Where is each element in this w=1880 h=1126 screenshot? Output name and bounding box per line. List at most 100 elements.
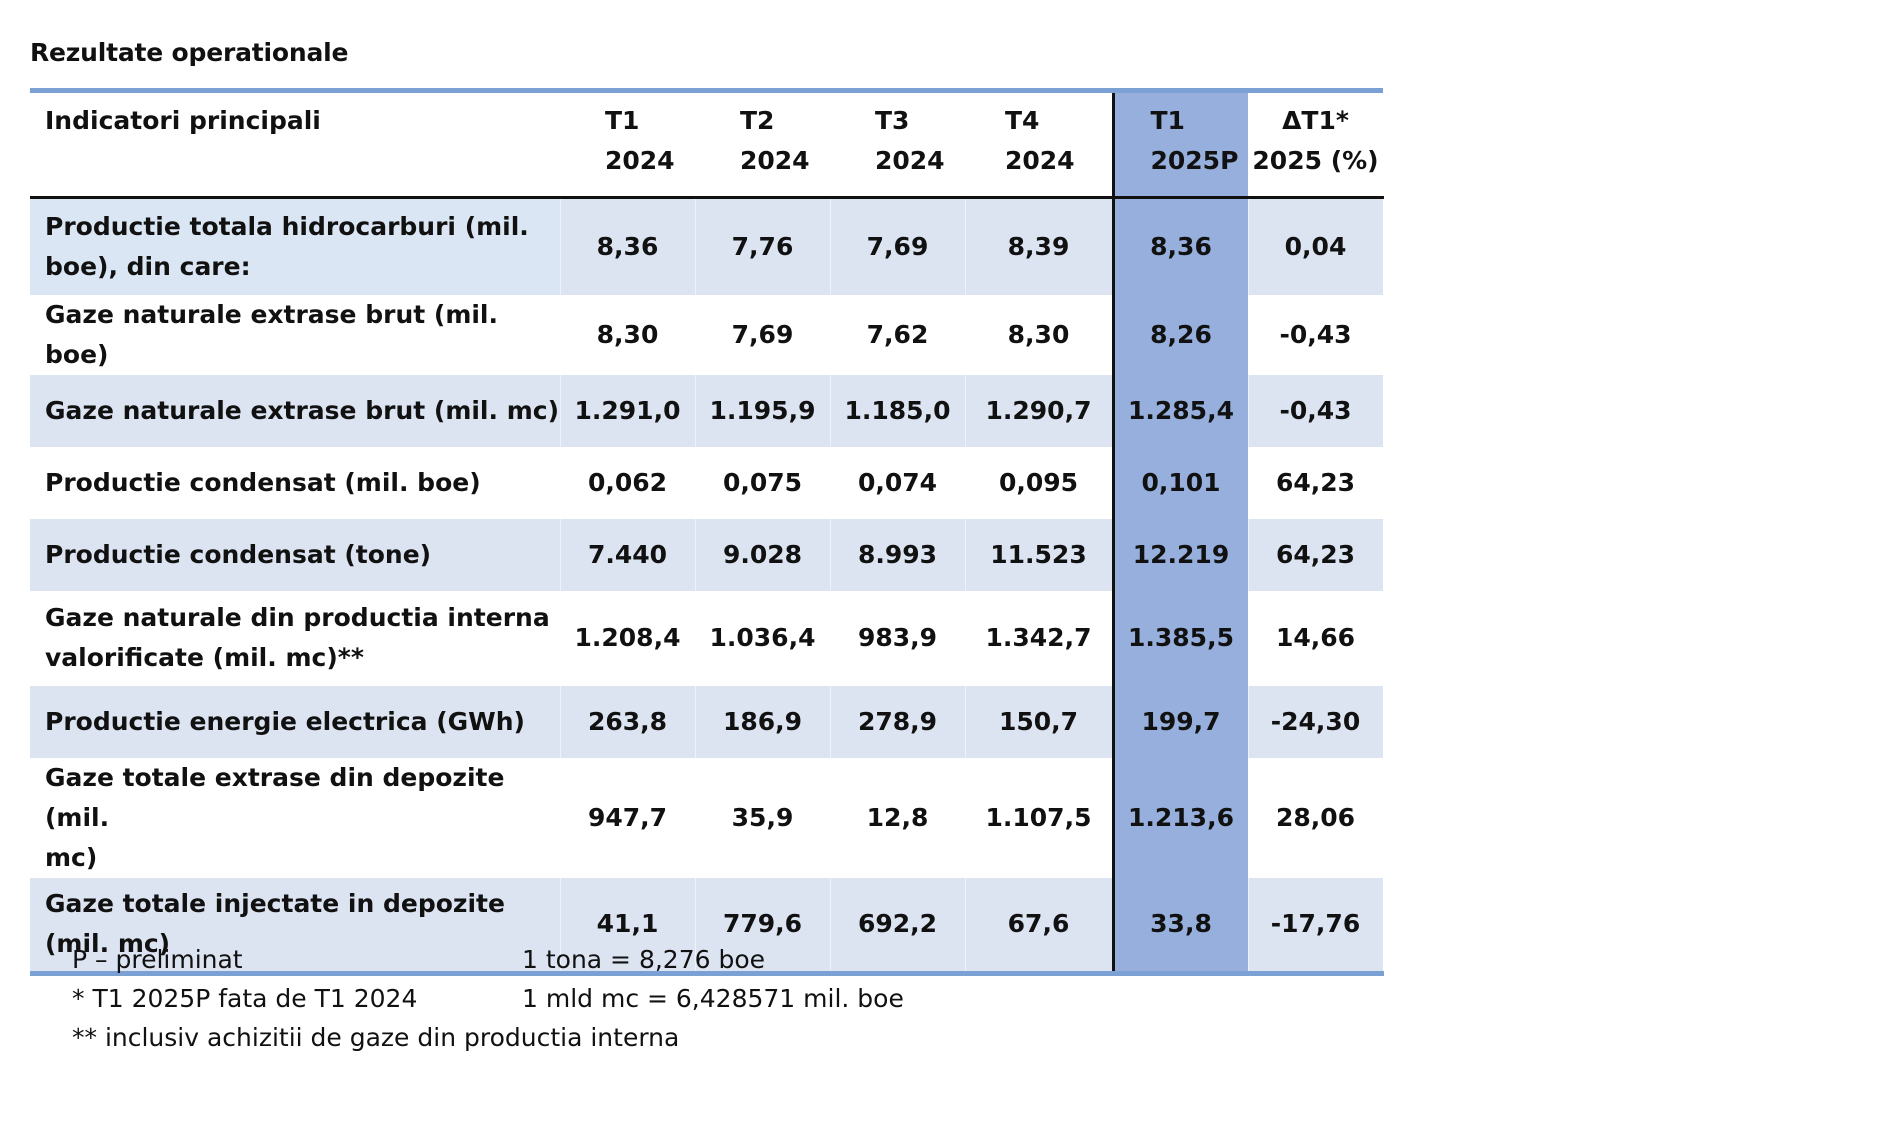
cell-value: 7.440 — [560, 518, 696, 591]
header-col-t3-2024: T3 2024 — [830, 88, 965, 199]
header-line1: T1 — [1150, 106, 1185, 135]
cell-value: 9.028 — [695, 518, 831, 591]
row-label-line1: Gaze naturale extrase brut (mil. mc) — [45, 395, 560, 425]
cell-value: 0,095 — [965, 446, 1114, 519]
header-line2: 2024 — [605, 146, 675, 175]
row-label-line1: Productie totala hidrocarburi (mil. — [45, 211, 529, 241]
row-label: Gaze naturale extrase brut (mil. boe) — [30, 294, 561, 375]
cell-value: 1.036,4 — [695, 590, 831, 686]
cell-value-delta: -24,30 — [1248, 685, 1384, 758]
header-col-t4-2024: T4 2024 — [965, 88, 1113, 199]
header-line1: T2 — [740, 106, 775, 135]
operational-results-table: Indicatori principali T1 2024 T2 2024 T3 20… — [30, 88, 1384, 976]
cell-value: 186,9 — [695, 685, 831, 758]
cell-value-delta: 64,23 — [1248, 446, 1384, 519]
cell-value: 1.185,0 — [830, 374, 966, 447]
footnotes: P – preliminat 1 tona = 8,276 boe * T1 2… — [72, 940, 904, 1057]
cell-value: 7,76 — [695, 197, 831, 295]
row-label: Productie totala hidrocarburi (mil. boe),… — [30, 197, 561, 295]
row-label-line1: Gaze naturale extrase brut (mil. boe) — [45, 299, 499, 369]
row-label-line1: Gaze totale injectate in depozite — [45, 889, 505, 919]
cell-value: 7,69 — [830, 197, 966, 295]
row-label: Gaze totale injectate in depozite (mil. m… — [30, 877, 561, 976]
footnote-achizitii: ** inclusiv achizitii de gaze din produc… — [72, 1023, 680, 1052]
cell-value-delta: 64,23 — [1248, 518, 1384, 591]
row-label: Productie energie electrica (GWh) — [30, 685, 561, 758]
row-label-line1: Gaze naturale din productia interna — [45, 603, 550, 632]
footnote-row: P – preliminat 1 tona = 8,276 boe — [72, 940, 904, 979]
cell-value-delta: -0,43 — [1248, 374, 1384, 447]
footnote-conversion-tona: 1 tona = 8,276 boe — [522, 945, 766, 974]
header-line1: T1 — [605, 106, 640, 135]
cell-value-delta: -0,43 — [1248, 294, 1384, 375]
row-label: Productie condensat (mil. boe) — [30, 446, 561, 519]
cell-value-highlight: 1.285,4 — [1111, 374, 1249, 447]
row-label-line2: (mil. mc) — [45, 929, 171, 959]
cell-value-highlight: 0,101 — [1111, 446, 1249, 519]
cell-value: 1.107,5 — [965, 757, 1114, 878]
table-row: Gaze naturale extrase brut (mil. mc) 1.2… — [30, 374, 1384, 447]
cell-value: 0,074 — [830, 446, 966, 519]
table-row: Productie totala hidrocarburi (mil. boe),… — [30, 197, 1384, 295]
header-line2: 2024 — [875, 146, 945, 175]
row-label: Gaze naturale extrase brut (mil. mc) — [30, 374, 561, 447]
header-col-t2-2024: T2 2024 — [695, 88, 830, 199]
table-row: Productie condensat (mil. boe) 0,062 0,0… — [30, 446, 1384, 519]
cell-value: 983,9 — [830, 590, 966, 686]
row-label-line2: boe), din care: — [45, 251, 251, 281]
table-row: Gaze totale extrase din depozite (mil. mc… — [30, 757, 1384, 878]
cell-value: 0,075 — [695, 446, 831, 519]
row-label-line2: mc) — [45, 842, 98, 872]
cell-value: 0,062 — [560, 446, 696, 519]
cell-value: 12,8 — [830, 757, 966, 878]
cell-value: 692,2 — [830, 877, 966, 976]
cell-value-delta: 28,06 — [1248, 757, 1384, 878]
header-line2: 2025 (%) — [1252, 146, 1379, 175]
table-row: Gaze totale injectate in depozite (mil. m… — [30, 877, 1384, 976]
header-line1: T4 — [1005, 106, 1040, 135]
cell-value: 278,9 — [830, 685, 966, 758]
header-line1: ΔT1* — [1282, 106, 1349, 135]
table-row: Gaze naturale extrase brut (mil. boe) 8,… — [30, 294, 1384, 375]
header-line2: 2024 — [1005, 146, 1075, 175]
footnote-preliminat: P – preliminat — [72, 945, 243, 974]
cell-value-highlight: 199,7 — [1111, 685, 1249, 758]
header-line2: 2024 — [740, 146, 810, 175]
cell-value: 8,30 — [560, 294, 696, 375]
cell-value: 8,30 — [965, 294, 1114, 375]
cell-value: 8.993 — [830, 518, 966, 591]
cell-value: 1.208,4 — [560, 590, 696, 686]
header-line2: 2025P — [1150, 146, 1239, 175]
header-indicator: Indicatori principali — [30, 88, 560, 199]
row-label-line1: Productie energie electrica (GWh) — [45, 706, 525, 736]
cell-value: 41,1 — [560, 877, 696, 976]
cell-value-highlight: 12.219 — [1111, 518, 1249, 591]
cell-value-delta: 14,66 — [1248, 590, 1384, 686]
section-title: Rezultate operationale — [30, 38, 349, 67]
cell-value: 779,6 — [695, 877, 831, 976]
cell-value: 11.523 — [965, 518, 1114, 591]
footnote-row: * T1 2025P fata de T1 2024 1 mld mc = 6,… — [72, 979, 904, 1018]
header-col-delta: ΔT1* 2025 (%) — [1248, 88, 1383, 199]
table-row: Productie condensat (tone) 7.440 9.028 8… — [30, 518, 1384, 591]
row-label: Gaze totale extrase din depozite (mil. mc… — [30, 757, 561, 878]
cell-value: 947,7 — [560, 757, 696, 878]
footnote-comparison: * T1 2025P fata de T1 2024 — [72, 984, 418, 1013]
row-label-line1: Gaze totale extrase din depozite (mil. — [45, 762, 505, 832]
cell-value: 8,36 — [560, 197, 696, 295]
footnote-row: ** inclusiv achizitii de gaze din produc… — [72, 1018, 904, 1057]
cell-value-delta: 0,04 — [1248, 197, 1384, 295]
cell-value: 150,7 — [965, 685, 1114, 758]
row-label-line1: Productie condensat (tone) — [45, 539, 432, 569]
cell-value: 1.342,7 — [965, 590, 1114, 686]
row-label: Gaze naturale din productia interna valor… — [30, 590, 561, 686]
table-row: Productie energie electrica (GWh) 263,8 … — [30, 685, 1384, 758]
row-label-line2: valorificate (mil. mc)** — [45, 643, 364, 672]
header-col-t1-2024: T1 2024 — [560, 88, 695, 199]
header-line1: T3 — [875, 106, 910, 135]
header-col-t1-2025p: T1 2025P — [1111, 88, 1248, 199]
cell-value-highlight: 8,36 — [1111, 197, 1249, 295]
cell-value-highlight: 8,26 — [1111, 294, 1249, 375]
cell-value: 35,9 — [695, 757, 831, 878]
cell-value: 8,39 — [965, 197, 1114, 295]
